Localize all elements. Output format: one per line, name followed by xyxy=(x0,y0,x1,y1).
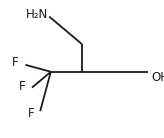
Text: F: F xyxy=(28,107,34,120)
Text: H₂N: H₂N xyxy=(26,8,48,21)
Text: F: F xyxy=(19,80,25,93)
Text: OH: OH xyxy=(152,71,164,84)
Text: F: F xyxy=(12,56,19,69)
